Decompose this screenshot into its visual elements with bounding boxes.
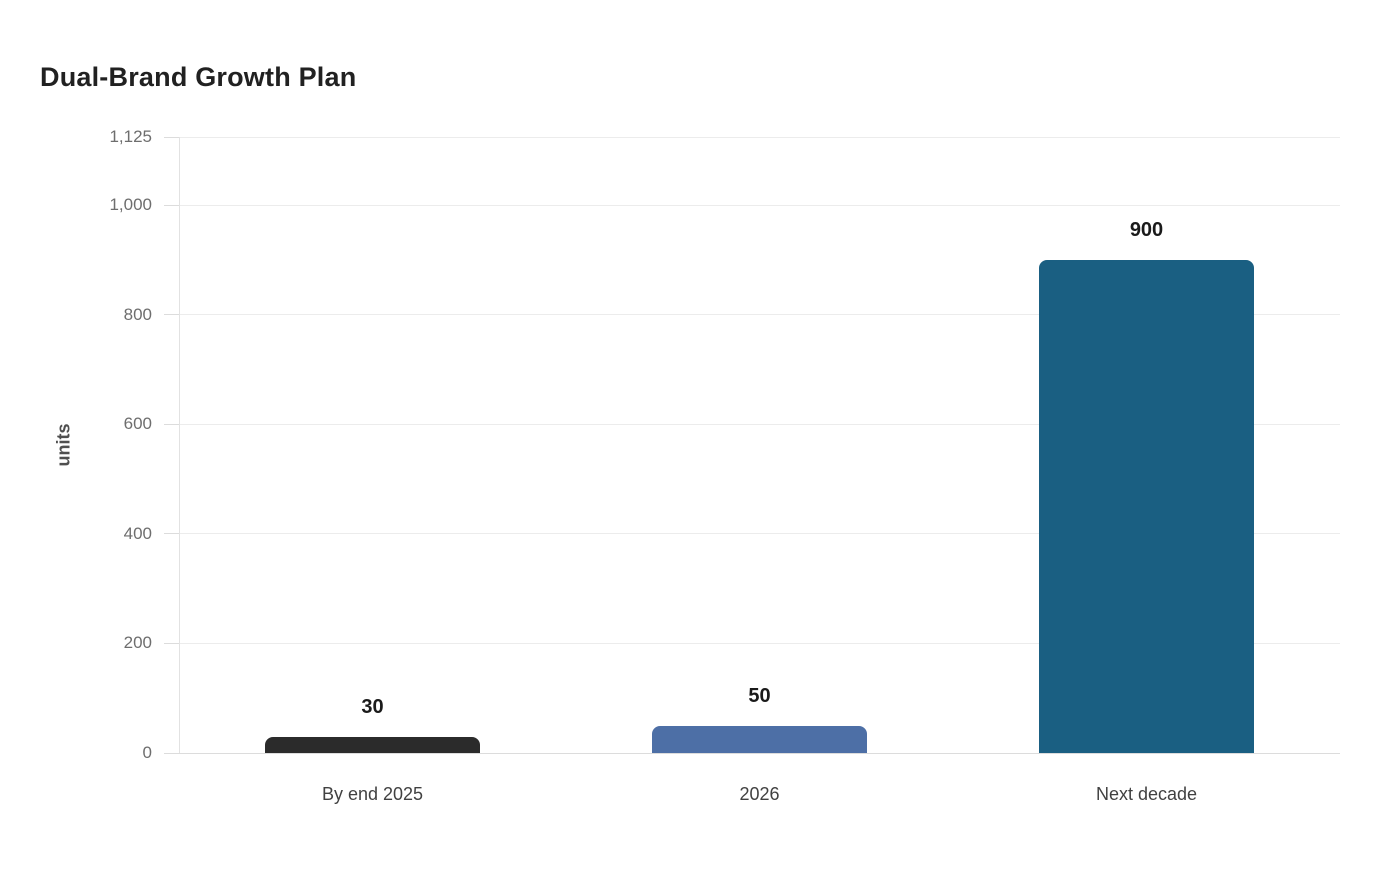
bar-value-label: 30 bbox=[361, 695, 384, 718]
bar-value-label: 900 bbox=[1129, 219, 1164, 242]
chart-title: Dual-Brand Growth Plan bbox=[40, 62, 357, 92]
y-tick-mark bbox=[164, 533, 179, 535]
y-tick-label: 1,125 bbox=[109, 127, 152, 146]
y-tick-mark bbox=[164, 642, 179, 644]
y-gridline bbox=[179, 533, 1340, 535]
y-tick-label: 600 bbox=[123, 414, 152, 434]
y-tick-mark bbox=[164, 204, 179, 206]
bar-value-label: 50 bbox=[748, 684, 771, 707]
y-gridline bbox=[179, 642, 1340, 644]
y-gridline bbox=[179, 752, 1340, 754]
y-tick-mark bbox=[164, 314, 179, 316]
x-tick-label: By end 2025 bbox=[321, 784, 424, 804]
y-tick-label: 0 bbox=[142, 743, 152, 762]
y-tick-mark bbox=[164, 423, 179, 425]
y-tick-label: 400 bbox=[123, 523, 152, 543]
y-gridline bbox=[179, 204, 1340, 206]
bar bbox=[265, 736, 480, 753]
y-tick-mark bbox=[164, 136, 179, 138]
bar bbox=[652, 725, 867, 753]
y-axis-line bbox=[179, 137, 180, 753]
y-gridline bbox=[179, 136, 1340, 138]
y-tick-mark bbox=[164, 752, 179, 754]
y-gridline bbox=[179, 423, 1340, 425]
x-tick-label: 2026 bbox=[739, 784, 780, 804]
y-tick-label: 1,000 bbox=[109, 195, 152, 215]
y-gridline bbox=[179, 314, 1340, 316]
x-tick-label: Next decade bbox=[1095, 784, 1198, 804]
y-tick-label: 200 bbox=[123, 633, 152, 653]
y-tick-label: 800 bbox=[123, 304, 152, 324]
bar bbox=[1039, 260, 1254, 753]
